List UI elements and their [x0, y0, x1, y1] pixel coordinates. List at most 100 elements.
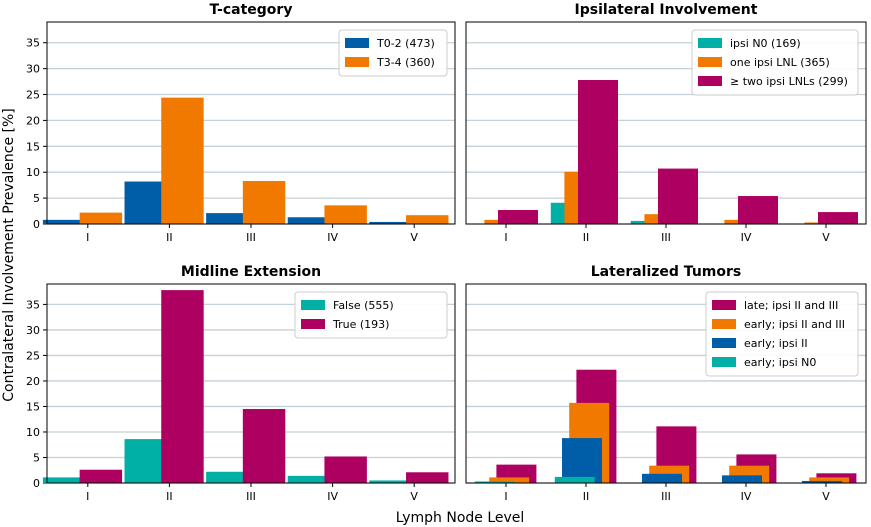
legend-swatch	[345, 57, 369, 67]
axes-frame	[465, 283, 867, 484]
legend: ipsi N0 (169) one ipsi LNL (365) ≥ two ips…	[691, 29, 859, 96]
panel-title: Midline Extension	[181, 264, 321, 280]
x-axis-label: Lymph Node Level	[396, 510, 525, 526]
legend-label: T0-2 (473)	[376, 37, 435, 50]
x-tick-label: III	[661, 490, 671, 503]
legend-label: False (555)	[333, 299, 394, 312]
legend-swatch	[712, 338, 736, 348]
x-tick-label: II	[583, 490, 590, 503]
x-tick-label: III	[246, 231, 256, 244]
legend-swatch	[698, 38, 722, 48]
bar	[79, 212, 123, 224]
x-tick-label: III	[661, 231, 671, 244]
x-tick-label: IV	[741, 490, 752, 503]
bar	[802, 480, 842, 483]
bar	[406, 215, 449, 224]
y-tick-label: 35	[26, 298, 40, 311]
x-tick-label: III	[246, 490, 256, 503]
legend-label: early; ipsi II and III	[744, 318, 845, 331]
y-tick-label: 0	[33, 477, 40, 490]
bar	[722, 475, 762, 483]
axes-frame	[465, 21, 867, 225]
x-tick-label: IV	[741, 231, 752, 244]
legend-label: late; ipsi II and III	[744, 299, 838, 312]
bar	[489, 477, 530, 483]
x-tick-label: I	[504, 231, 507, 244]
x-tick-label: II	[166, 231, 173, 244]
y-tick-label: 5	[33, 451, 40, 464]
x-tick-label: I	[86, 490, 89, 503]
y-tick-label: 20	[26, 114, 40, 127]
legend-box	[691, 29, 859, 96]
bar	[498, 210, 538, 224]
y-tick-label: 25	[26, 349, 40, 362]
y-tick-label: 15	[26, 140, 40, 153]
bar	[161, 290, 204, 483]
y-tick-label: 35	[26, 37, 40, 50]
legend-swatch	[301, 300, 325, 310]
x-tick-label: V	[410, 490, 418, 503]
bar	[42, 477, 86, 483]
bar	[324, 205, 367, 224]
bar	[369, 221, 412, 224]
panel-title: Ipsilateral Involvement	[575, 2, 758, 18]
legend: False (555) True (193)	[294, 291, 448, 339]
x-tick-label: V	[822, 490, 830, 503]
bar	[206, 471, 249, 483]
axes-frame	[46, 283, 456, 484]
bar	[474, 481, 515, 483]
x-tick-label: II	[583, 231, 590, 244]
legend-swatch	[712, 319, 736, 329]
bar	[658, 168, 698, 224]
legend: T0-2 (473) T3-4 (360)	[338, 29, 448, 77]
bar	[324, 456, 367, 483]
bar	[818, 212, 858, 224]
bar	[554, 476, 595, 483]
panel-title: Lateralized Tumors	[591, 264, 741, 280]
bar	[287, 217, 331, 224]
y-tick-label: 20	[26, 375, 40, 388]
legend-label: one ipsi LNL (365)	[730, 56, 830, 69]
x-tick-label: IV	[327, 231, 338, 244]
bar	[406, 472, 449, 483]
legend-label: T3-4 (360)	[376, 56, 435, 69]
legend-swatch	[712, 300, 736, 310]
y-tick-label: 15	[26, 400, 40, 413]
legend-label: early; ipsi II	[744, 337, 808, 350]
x-tick-label: II	[166, 490, 173, 503]
bar	[738, 196, 778, 224]
bar	[242, 181, 286, 224]
y-tick-label: 0	[33, 218, 40, 231]
bar	[242, 409, 286, 483]
bar	[161, 97, 204, 224]
y-tick-label: 30	[26, 63, 40, 76]
bar	[124, 181, 167, 224]
legend: late; ipsi II and III early; ipsi II and …	[705, 291, 859, 377]
bar	[42, 219, 86, 224]
legend-swatch	[301, 319, 325, 329]
y-tick-label: 25	[26, 89, 40, 102]
legend-label: True (193)	[332, 318, 389, 331]
x-tick-label: I	[504, 490, 507, 503]
bar	[124, 439, 167, 483]
legend-swatch	[698, 57, 722, 67]
legend-swatch	[698, 76, 722, 86]
legend-box	[705, 291, 859, 377]
x-tick-label: IV	[327, 490, 338, 503]
panel-title: T-category	[210, 2, 293, 18]
axes-frame	[46, 21, 456, 225]
bar	[578, 80, 618, 224]
bar	[562, 438, 602, 483]
y-tick-label: 10	[26, 166, 40, 179]
bar	[642, 473, 682, 483]
legend-label: early; ipsi N0	[744, 356, 816, 369]
bar	[79, 469, 123, 483]
bar	[809, 477, 850, 483]
legend-label: ≥ two ipsi LNLs (299)	[730, 75, 848, 88]
